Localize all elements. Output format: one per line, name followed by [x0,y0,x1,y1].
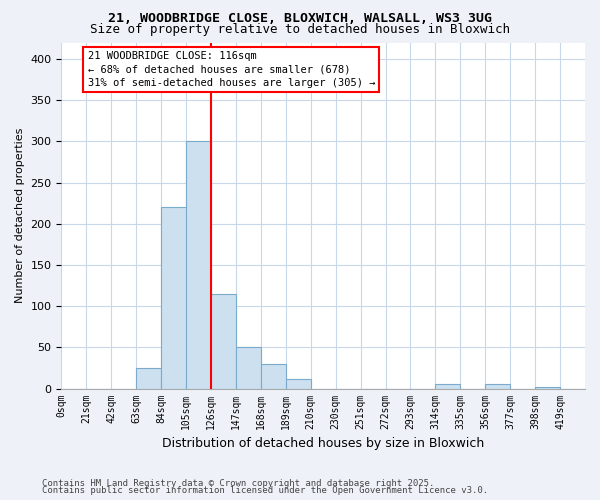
Text: 21 WOODBRIDGE CLOSE: 116sqm
← 68% of detached houses are smaller (678)
31% of se: 21 WOODBRIDGE CLOSE: 116sqm ← 68% of det… [88,51,375,88]
Text: Size of property relative to detached houses in Bloxwich: Size of property relative to detached ho… [90,22,510,36]
Bar [236,348,261,389]
Bar [161,208,186,388]
Bar [211,294,236,388]
Bar [261,364,286,388]
Text: 21, WOODBRIDGE CLOSE, BLOXWICH, WALSALL, WS3 3UG: 21, WOODBRIDGE CLOSE, BLOXWICH, WALSALL,… [108,12,492,26]
X-axis label: Distribution of detached houses by size in Bloxwich: Distribution of detached houses by size … [162,437,484,450]
Bar [286,378,311,388]
Y-axis label: Number of detached properties: Number of detached properties [15,128,25,303]
Bar [136,368,161,388]
Bar [485,384,510,388]
Bar [436,384,460,388]
Bar [535,387,560,388]
Text: Contains HM Land Registry data © Crown copyright and database right 2025.: Contains HM Land Registry data © Crown c… [42,478,434,488]
Bar [186,142,211,388]
Text: Contains public sector information licensed under the Open Government Licence v3: Contains public sector information licen… [42,486,488,495]
